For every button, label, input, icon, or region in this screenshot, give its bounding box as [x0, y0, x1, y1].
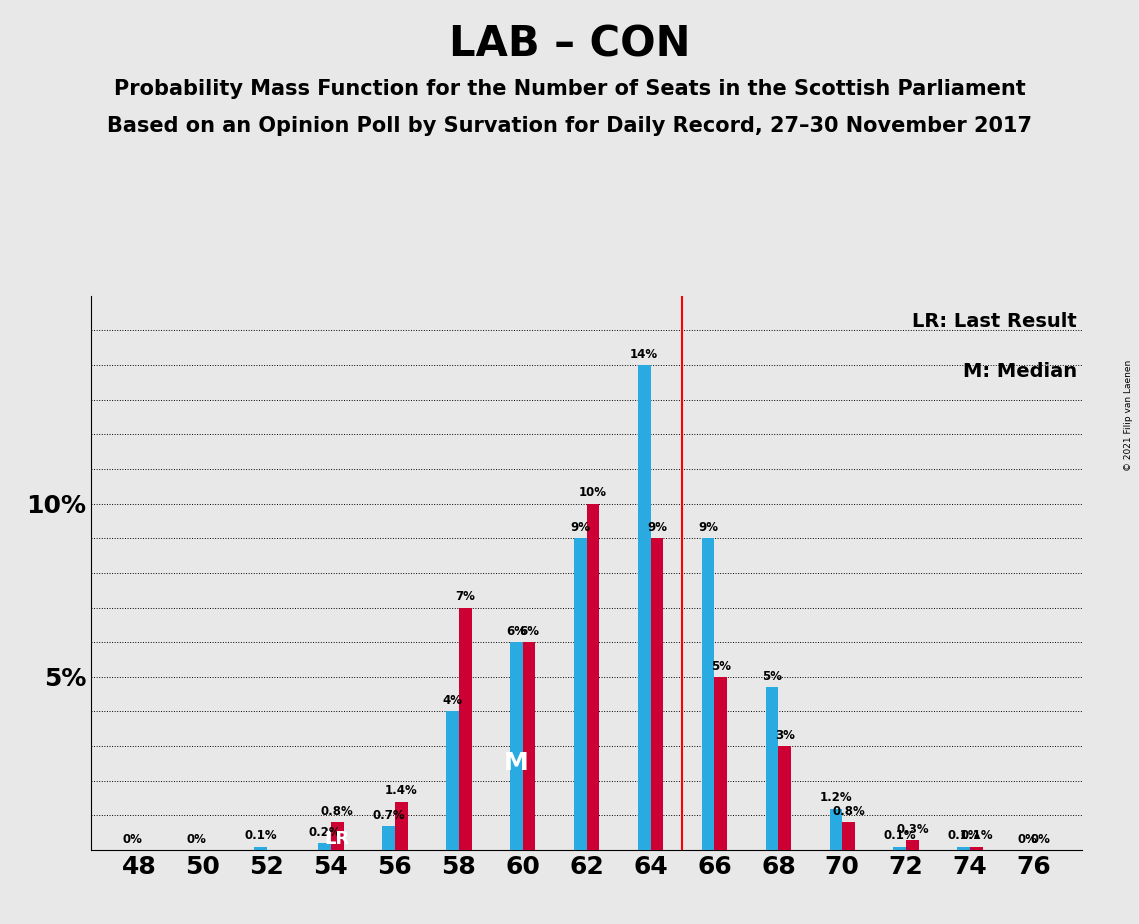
Text: LAB – CON: LAB – CON	[449, 23, 690, 65]
Text: 7%: 7%	[456, 590, 475, 603]
Text: 9%: 9%	[647, 521, 667, 534]
Bar	[330, 822, 344, 850]
Bar	[318, 843, 330, 850]
Text: 0.2%: 0.2%	[309, 826, 341, 839]
Bar	[382, 826, 395, 850]
Bar	[958, 846, 970, 850]
Text: 0%: 0%	[1018, 833, 1038, 846]
Bar	[459, 608, 472, 850]
Bar	[765, 687, 778, 850]
Bar	[702, 538, 714, 850]
Text: M: Median: M: Median	[962, 362, 1077, 382]
Text: 9%: 9%	[571, 521, 590, 534]
Text: 6%: 6%	[506, 625, 526, 638]
Text: © 2021 Filip van Laenen: © 2021 Filip van Laenen	[1124, 360, 1133, 471]
Text: 1.4%: 1.4%	[385, 784, 418, 797]
Bar	[714, 676, 727, 850]
Text: 0%: 0%	[187, 833, 206, 846]
Text: 14%: 14%	[630, 347, 658, 361]
Text: 5%: 5%	[762, 670, 782, 683]
Text: 10%: 10%	[579, 486, 607, 499]
Text: Probability Mass Function for the Number of Seats in the Scottish Parliament: Probability Mass Function for the Number…	[114, 79, 1025, 99]
Text: 0.1%: 0.1%	[884, 830, 916, 843]
Text: 0%: 0%	[1031, 833, 1050, 846]
Bar	[893, 846, 907, 850]
Text: LR: LR	[325, 830, 350, 848]
Text: 0.8%: 0.8%	[321, 805, 353, 819]
Text: 0.7%: 0.7%	[372, 808, 404, 821]
Text: 1.2%: 1.2%	[820, 791, 852, 804]
Bar	[843, 822, 855, 850]
Bar	[907, 840, 919, 850]
Bar	[574, 538, 587, 850]
Text: 0.1%: 0.1%	[960, 830, 993, 843]
Bar	[510, 642, 523, 850]
Text: 6%: 6%	[519, 625, 539, 638]
Bar	[778, 747, 792, 850]
Text: 0.3%: 0.3%	[896, 822, 929, 835]
Bar	[395, 801, 408, 850]
Text: 4%: 4%	[442, 694, 462, 708]
Text: 5%: 5%	[711, 660, 731, 673]
Bar	[829, 808, 843, 850]
Text: LR: Last Result: LR: Last Result	[912, 312, 1077, 332]
Text: Based on an Opinion Poll by Survation for Daily Record, 27–30 November 2017: Based on an Opinion Poll by Survation fo…	[107, 116, 1032, 136]
Text: 0%: 0%	[123, 833, 142, 846]
Text: 3%: 3%	[775, 729, 795, 742]
Text: 0.8%: 0.8%	[833, 805, 866, 819]
Bar	[638, 365, 650, 850]
Text: 0.1%: 0.1%	[244, 830, 277, 843]
Text: 9%: 9%	[698, 521, 718, 534]
Bar	[650, 538, 663, 850]
Bar	[587, 504, 599, 850]
Text: 0.1%: 0.1%	[948, 830, 980, 843]
Bar	[446, 711, 459, 850]
Text: M: M	[503, 751, 528, 774]
Bar	[254, 846, 267, 850]
Bar	[970, 846, 983, 850]
Bar	[523, 642, 535, 850]
